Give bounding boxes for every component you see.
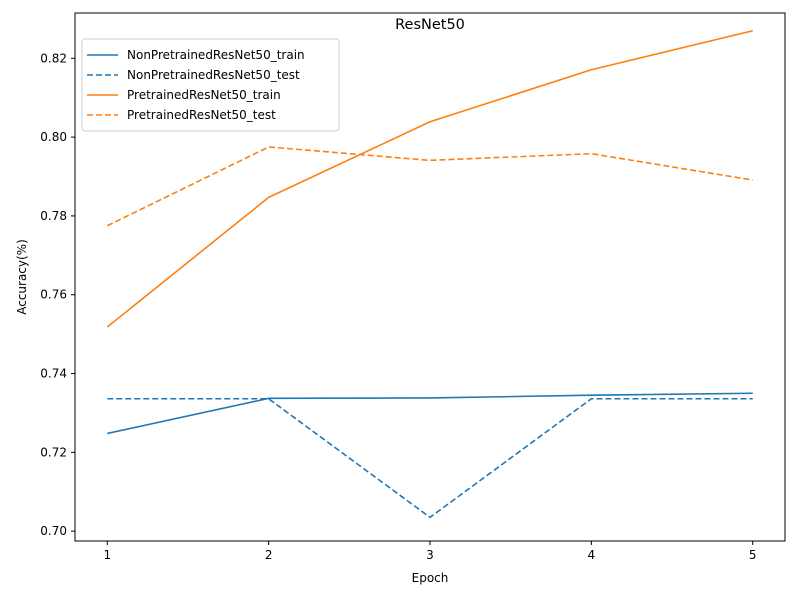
legend-label: PretrainedResNet50_test [127, 108, 276, 122]
series-line-3 [106, 146, 753, 227]
series-line-2 [106, 29, 753, 328]
y-axis-title: Accuracy(%) [15, 239, 29, 315]
y-tick-label: 0.80 [40, 130, 67, 144]
chart-title: ResNet50 [395, 17, 465, 33]
x-tick-label: 3 [426, 548, 434, 562]
x-tick-label: 1 [103, 548, 111, 562]
legend: NonPretrainedResNet50_train NonPretrained… [81, 38, 340, 132]
y-tick-label: 0.74 [40, 367, 67, 381]
series-line-1 [107, 397, 753, 519]
series-line-0 [107, 392, 753, 435]
x-axis: 1 2 3 4 5 [103, 541, 757, 562]
y-tick-label: 0.76 [40, 288, 67, 302]
x-tick-label: 4 [588, 548, 596, 562]
x-tick-label: 5 [749, 548, 757, 562]
series-layer [106, 29, 753, 519]
x-tick-label: 2 [265, 548, 273, 562]
y-tick-label: 0.82 [40, 51, 67, 65]
y-tick-label: 0.78 [40, 209, 67, 223]
legend-box [81, 38, 340, 132]
plot-frame [74, 12, 786, 542]
x-axis-title: Epoch [412, 571, 449, 585]
legend-label: PretrainedResNet50_train [127, 88, 281, 102]
y-axis: 0.70 0.72 0.74 0.76 0.78 0.80 0.82 [40, 51, 75, 538]
legend-label: NonPretrainedResNet50_test [127, 68, 300, 82]
legend-label: NonPretrainedResNet50_train [127, 48, 305, 62]
y-tick-label: 0.70 [40, 524, 67, 538]
y-tick-label: 0.72 [40, 445, 67, 459]
